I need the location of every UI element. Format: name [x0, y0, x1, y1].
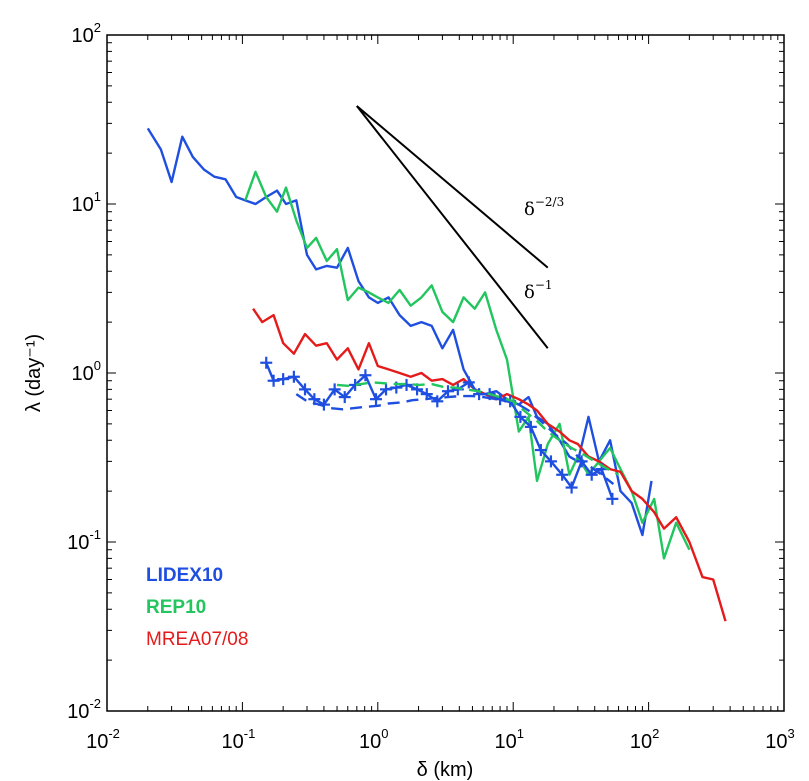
- series-point-lidex-crosses: [287, 370, 300, 383]
- series-line-rep-dashed: [336, 381, 620, 476]
- x-tick-label-base: 10: [359, 731, 381, 753]
- x-tick-label-exp: -1: [244, 726, 256, 741]
- series-point-lidex-crosses: [442, 385, 455, 398]
- y-tick-label-exp: 0: [94, 358, 101, 373]
- y-tick-label-base: 10: [72, 194, 94, 216]
- series-point-lidex-crosses: [299, 383, 312, 396]
- x-tick-label-base: 10: [221, 731, 243, 753]
- series-point-lidex-crosses: [267, 374, 280, 387]
- series-point-lidex-crosses: [585, 468, 598, 481]
- y-tick-label-1: 10-1: [67, 527, 101, 554]
- x-tick-label-exp: 1: [517, 726, 524, 741]
- series-point-lidex-crosses: [370, 393, 383, 406]
- y-tick-label-base: 10: [72, 363, 94, 385]
- reference-line-0: [356, 105, 549, 269]
- x-tick-label-base: 10: [765, 731, 787, 753]
- series-point-lidex-crosses: [277, 373, 290, 386]
- legend-entry-lidex10: LIDEX10: [146, 565, 223, 586]
- series-line-lidex-solid: [146, 127, 653, 537]
- annotation-slope-one: δ−1: [524, 278, 553, 303]
- plot-frame: [106, 34, 785, 712]
- series-point-lidex-crosses: [565, 481, 578, 494]
- series-point-lidex-crosses: [380, 383, 393, 396]
- y-tick-label-3: 101: [72, 189, 101, 216]
- x-tick-label-0: 10-2: [86, 726, 120, 753]
- series-point-lidex-crosses: [431, 395, 444, 408]
- x-tick-label-4: 102: [630, 726, 659, 753]
- y-tick-label-exp: 2: [94, 20, 101, 35]
- y-tick-label-exp: -2: [89, 696, 101, 711]
- annotation-slope-two-thirds-exp: −2/3: [535, 195, 564, 209]
- reference-lines: [356, 105, 549, 349]
- x-tick-label-base: 10: [86, 731, 108, 753]
- y-tick-label-2: 100: [72, 358, 101, 385]
- x-tick-label-base: 10: [494, 731, 516, 753]
- x-tick-label-exp: 3: [788, 726, 795, 741]
- x-tick-label-3: 101: [494, 726, 523, 753]
- y-tick-label-4: 102: [72, 20, 101, 47]
- series-point-lidex-crosses: [338, 391, 351, 404]
- annotation-slope-two-thirds-base: δ: [524, 199, 535, 220]
- series-rep-dashed: [336, 381, 620, 476]
- reference-line-1: [356, 105, 549, 349]
- y-axis-title: λ (day⁻¹): [23, 334, 45, 412]
- x-tick-label-2: 100: [359, 726, 388, 753]
- x-tick-label-1: 10-1: [221, 726, 255, 753]
- x-tick-label-exp: 2: [652, 726, 659, 741]
- series-rep-solid: [244, 170, 691, 560]
- series-layer: [146, 127, 727, 622]
- y-tick-label-base: 10: [67, 701, 89, 723]
- series-point-lidex-crosses: [534, 444, 547, 457]
- series-line-rep-solid: [244, 170, 691, 560]
- annotation-slope-one-exp: −1: [535, 278, 553, 292]
- annotation-slope-one-base: δ: [524, 282, 535, 303]
- series-point-lidex-crosses: [524, 420, 537, 433]
- series-line-lidex-dashed: [295, 393, 615, 486]
- series-point-lidex-crosses: [359, 369, 372, 382]
- axis-ticks: [106, 34, 785, 712]
- y-tick-label-base: 10: [67, 532, 89, 554]
- y-tick-label-exp: 1: [94, 189, 101, 204]
- y-tick-label-exp: -1: [89, 527, 101, 542]
- x-axis-title: δ (km): [417, 759, 474, 781]
- series-lidex-solid: [146, 127, 653, 537]
- y-tick-label-0: 10-2: [67, 696, 101, 723]
- series-point-lidex-crosses: [494, 393, 507, 406]
- y-tick-label-base: 10: [72, 25, 94, 47]
- series-point-lidex-crosses: [473, 388, 486, 401]
- series-point-lidex-crosses: [606, 492, 619, 505]
- series-point-lidex-crosses: [328, 383, 341, 396]
- series-point-lidex-crosses: [514, 410, 527, 423]
- series-point-lidex-crosses: [462, 376, 475, 389]
- series-lidex-dashed: [295, 393, 615, 486]
- legend-entry-mrea0708: MREA07/08: [146, 629, 248, 650]
- x-tick-label-exp: 0: [381, 726, 388, 741]
- annotation-slope-two-thirds: δ−2/3: [524, 195, 564, 220]
- series-point-lidex-crosses: [260, 356, 273, 369]
- x-tick-label-exp: -2: [108, 726, 120, 741]
- series-point-lidex-crosses: [556, 468, 569, 481]
- series-point-lidex-crosses: [544, 455, 557, 468]
- x-tick-label-base: 10: [630, 731, 652, 753]
- legend-entry-rep10: REP10: [146, 597, 206, 618]
- x-tick-label-5: 103: [765, 726, 794, 753]
- legend: LIDEX10 REP10 MREA07/08: [146, 565, 248, 650]
